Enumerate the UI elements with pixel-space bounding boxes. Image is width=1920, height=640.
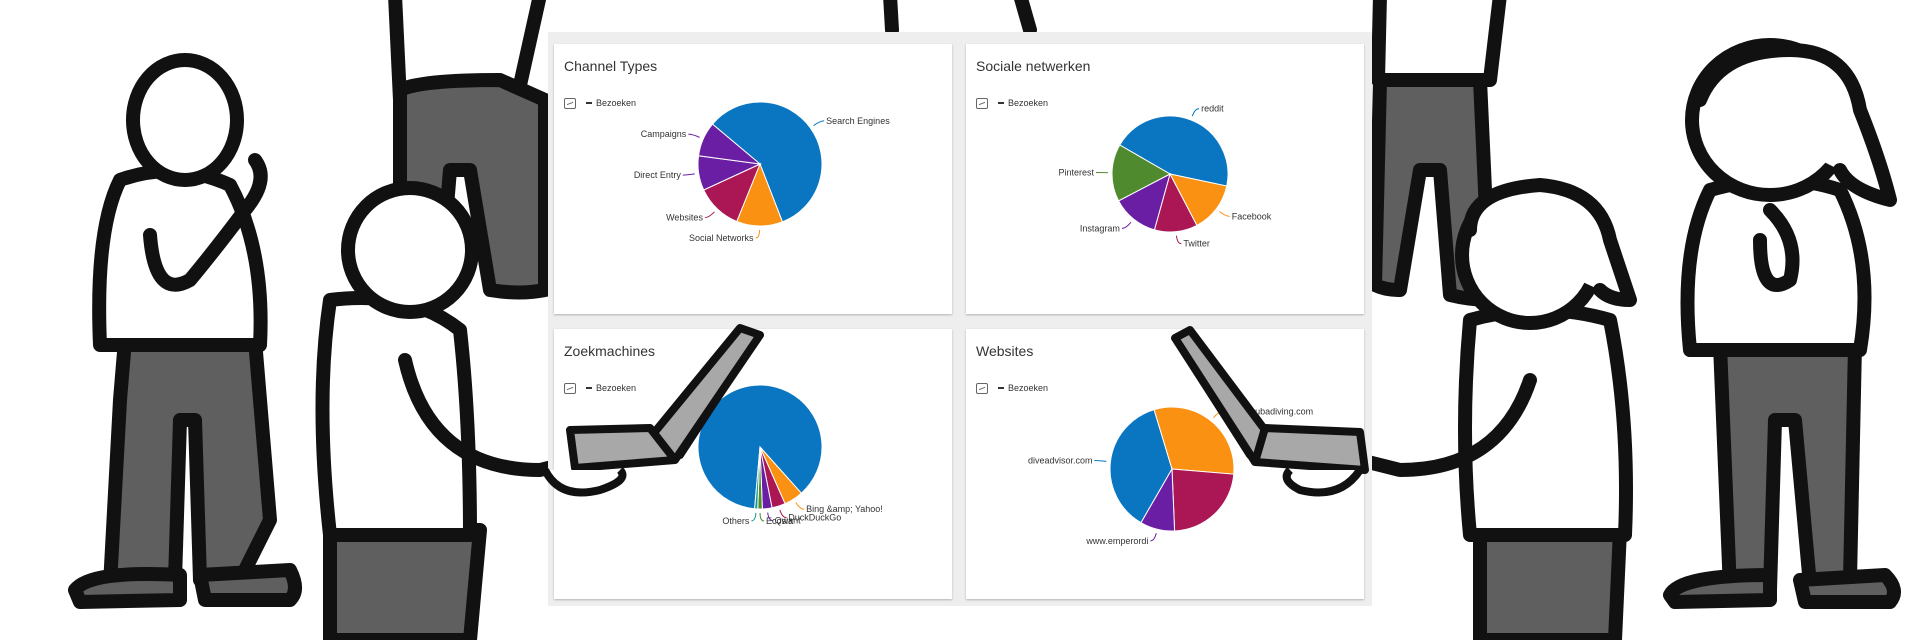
legend-series-swatch	[586, 102, 592, 104]
far-right-hair	[1693, 43, 1897, 207]
far-left-body	[92, 164, 268, 352]
pie-slice[interactable]	[1171, 468, 1235, 532]
left-sitter-pants	[323, 523, 487, 640]
pie-slice-label: Ecosia	[766, 516, 793, 526]
pie-label-connector	[813, 120, 825, 126]
pie-slice-label: reddit	[1201, 104, 1224, 114]
chart-legend[interactable]: Bezoeken	[564, 381, 636, 395]
far-left-head	[126, 53, 244, 187]
left-sitter-arm	[398, 353, 607, 477]
widget-websites: Websites Bezoeken diveadvisor.com www.scu…	[966, 329, 1364, 599]
chart-legend[interactable]: Bezoeken	[976, 96, 1048, 110]
legend-label: Bezoeken	[1008, 98, 1049, 108]
pie-slice[interactable]	[1119, 115, 1229, 187]
far-left-pants	[103, 333, 277, 592]
right-sitter-hair	[1463, 178, 1637, 307]
pie-chart: Search Engines Social Networks Websites Dir…	[634, 101, 890, 243]
pie-slice[interactable]	[697, 123, 762, 165]
far-right-body	[1680, 173, 1872, 357]
pie-chart: reddit Facebook Twitter Instagram Pinterest	[1058, 104, 1272, 249]
pie-label-connector	[1175, 235, 1182, 245]
pie-slice-label: DuckDuckGo	[788, 513, 841, 523]
pie-slice-label: www.scubadiving.com	[1224, 406, 1314, 416]
pie-slice[interactable]	[1140, 467, 1176, 532]
pie-slice-label: Direct Entry	[634, 170, 682, 180]
widget-title: Zoekmachines	[564, 343, 656, 359]
pie-label-connector	[755, 229, 761, 239]
pie-slice-label: diveadvisor.com	[1028, 455, 1093, 465]
pie-slice-label: Social Networks	[689, 233, 754, 243]
legend-label: Bezoeken	[596, 383, 637, 393]
pie-slice-label: www.emperordi	[1085, 536, 1148, 546]
legend-label: Bezoeken	[1008, 383, 1049, 393]
pie-label-connector	[779, 509, 787, 519]
pie-slice-label: Facebook	[1232, 211, 1272, 221]
pie-label-connector	[688, 133, 700, 138]
widget-channel-types: Channel Types Bezoeken Search Engines Soc…	[554, 44, 952, 314]
dashboard: Channel Types Bezoeken Search Engines Soc…	[548, 32, 1372, 606]
widget-zoekmachines: Zoekmachines Bezoeken Bing &amp; Yahoo! D…	[554, 329, 952, 599]
widget-title: Websites	[976, 343, 1034, 359]
legend-label: Bezoeken	[596, 98, 637, 108]
legend-series-swatch	[586, 387, 592, 389]
far-left-shoes	[68, 563, 302, 609]
legend-series-swatch	[998, 102, 1004, 104]
widget-title: Sociale netwerken	[976, 58, 1091, 74]
pie-slice-label: Websites	[666, 213, 703, 223]
pie-slice-label: Twitter	[1183, 239, 1210, 249]
pie-label-connector	[767, 512, 773, 521]
right-legs-top	[1371, 0, 1507, 87]
chart-image-icon[interactable]	[564, 382, 576, 394]
legend-series-swatch	[998, 387, 1004, 389]
pie-slice-label: Search Engines	[826, 116, 890, 126]
far-right-pants	[1713, 338, 1862, 597]
right-sitter-arm	[1333, 373, 1537, 477]
left-sitter-head	[341, 181, 479, 319]
pie-label-connector	[795, 502, 805, 510]
pie-chart: diveadvisor.com www.scubadiving.com www.em…	[1028, 406, 1314, 546]
chart-image-icon[interactable]	[976, 382, 988, 394]
chart-image-icon[interactable]	[976, 97, 988, 109]
pie-label-connector	[751, 512, 757, 522]
right-sitter-body	[1458, 303, 1633, 542]
chart-legend[interactable]: Bezoeken	[564, 96, 636, 110]
left-sitter-body	[315, 291, 477, 542]
right-sitter-pants	[1473, 523, 1627, 640]
pie-label-connector	[1094, 459, 1107, 462]
pie-label-connector	[704, 211, 715, 219]
far-left-arm	[143, 153, 268, 292]
pie-slice-label: Qwant	[775, 515, 802, 525]
widget-title: Channel Types	[564, 58, 658, 74]
pie-slice[interactable]	[711, 101, 823, 223]
far-right-shoes	[1663, 568, 1901, 609]
pie-slice-label: Pinterest	[1058, 168, 1094, 178]
pie-slice[interactable]	[1111, 144, 1172, 202]
pie-label-connector	[1121, 221, 1132, 229]
pie-slice-label: Bing &amp; Yahoo!	[806, 504, 883, 514]
center-legs-top	[883, 0, 1037, 37]
pie-label-connector	[682, 173, 695, 176]
pie-label-connector	[1213, 410, 1223, 419]
pie-label-connector	[1219, 211, 1230, 217]
pie-slice[interactable]	[1169, 173, 1228, 227]
pie-slice-label: Instagram	[1080, 223, 1120, 233]
pie-label-connector	[1191, 108, 1200, 117]
pie-slice-label: Others	[722, 516, 750, 526]
pie-slice[interactable]	[754, 446, 761, 510]
widget-sociale-netwerken: Sociale netwerken Bezoeken reddit Faceboo…	[966, 44, 1364, 314]
pie-slice[interactable]	[1109, 409, 1173, 524]
pie-label-connector	[1150, 532, 1157, 542]
chart-legend[interactable]: Bezoeken	[976, 381, 1048, 395]
far-right-arm	[1753, 203, 1800, 292]
pie-label-connector	[759, 512, 765, 522]
chart-image-icon[interactable]	[564, 97, 576, 109]
pie-slice-label: Campaigns	[641, 129, 687, 139]
